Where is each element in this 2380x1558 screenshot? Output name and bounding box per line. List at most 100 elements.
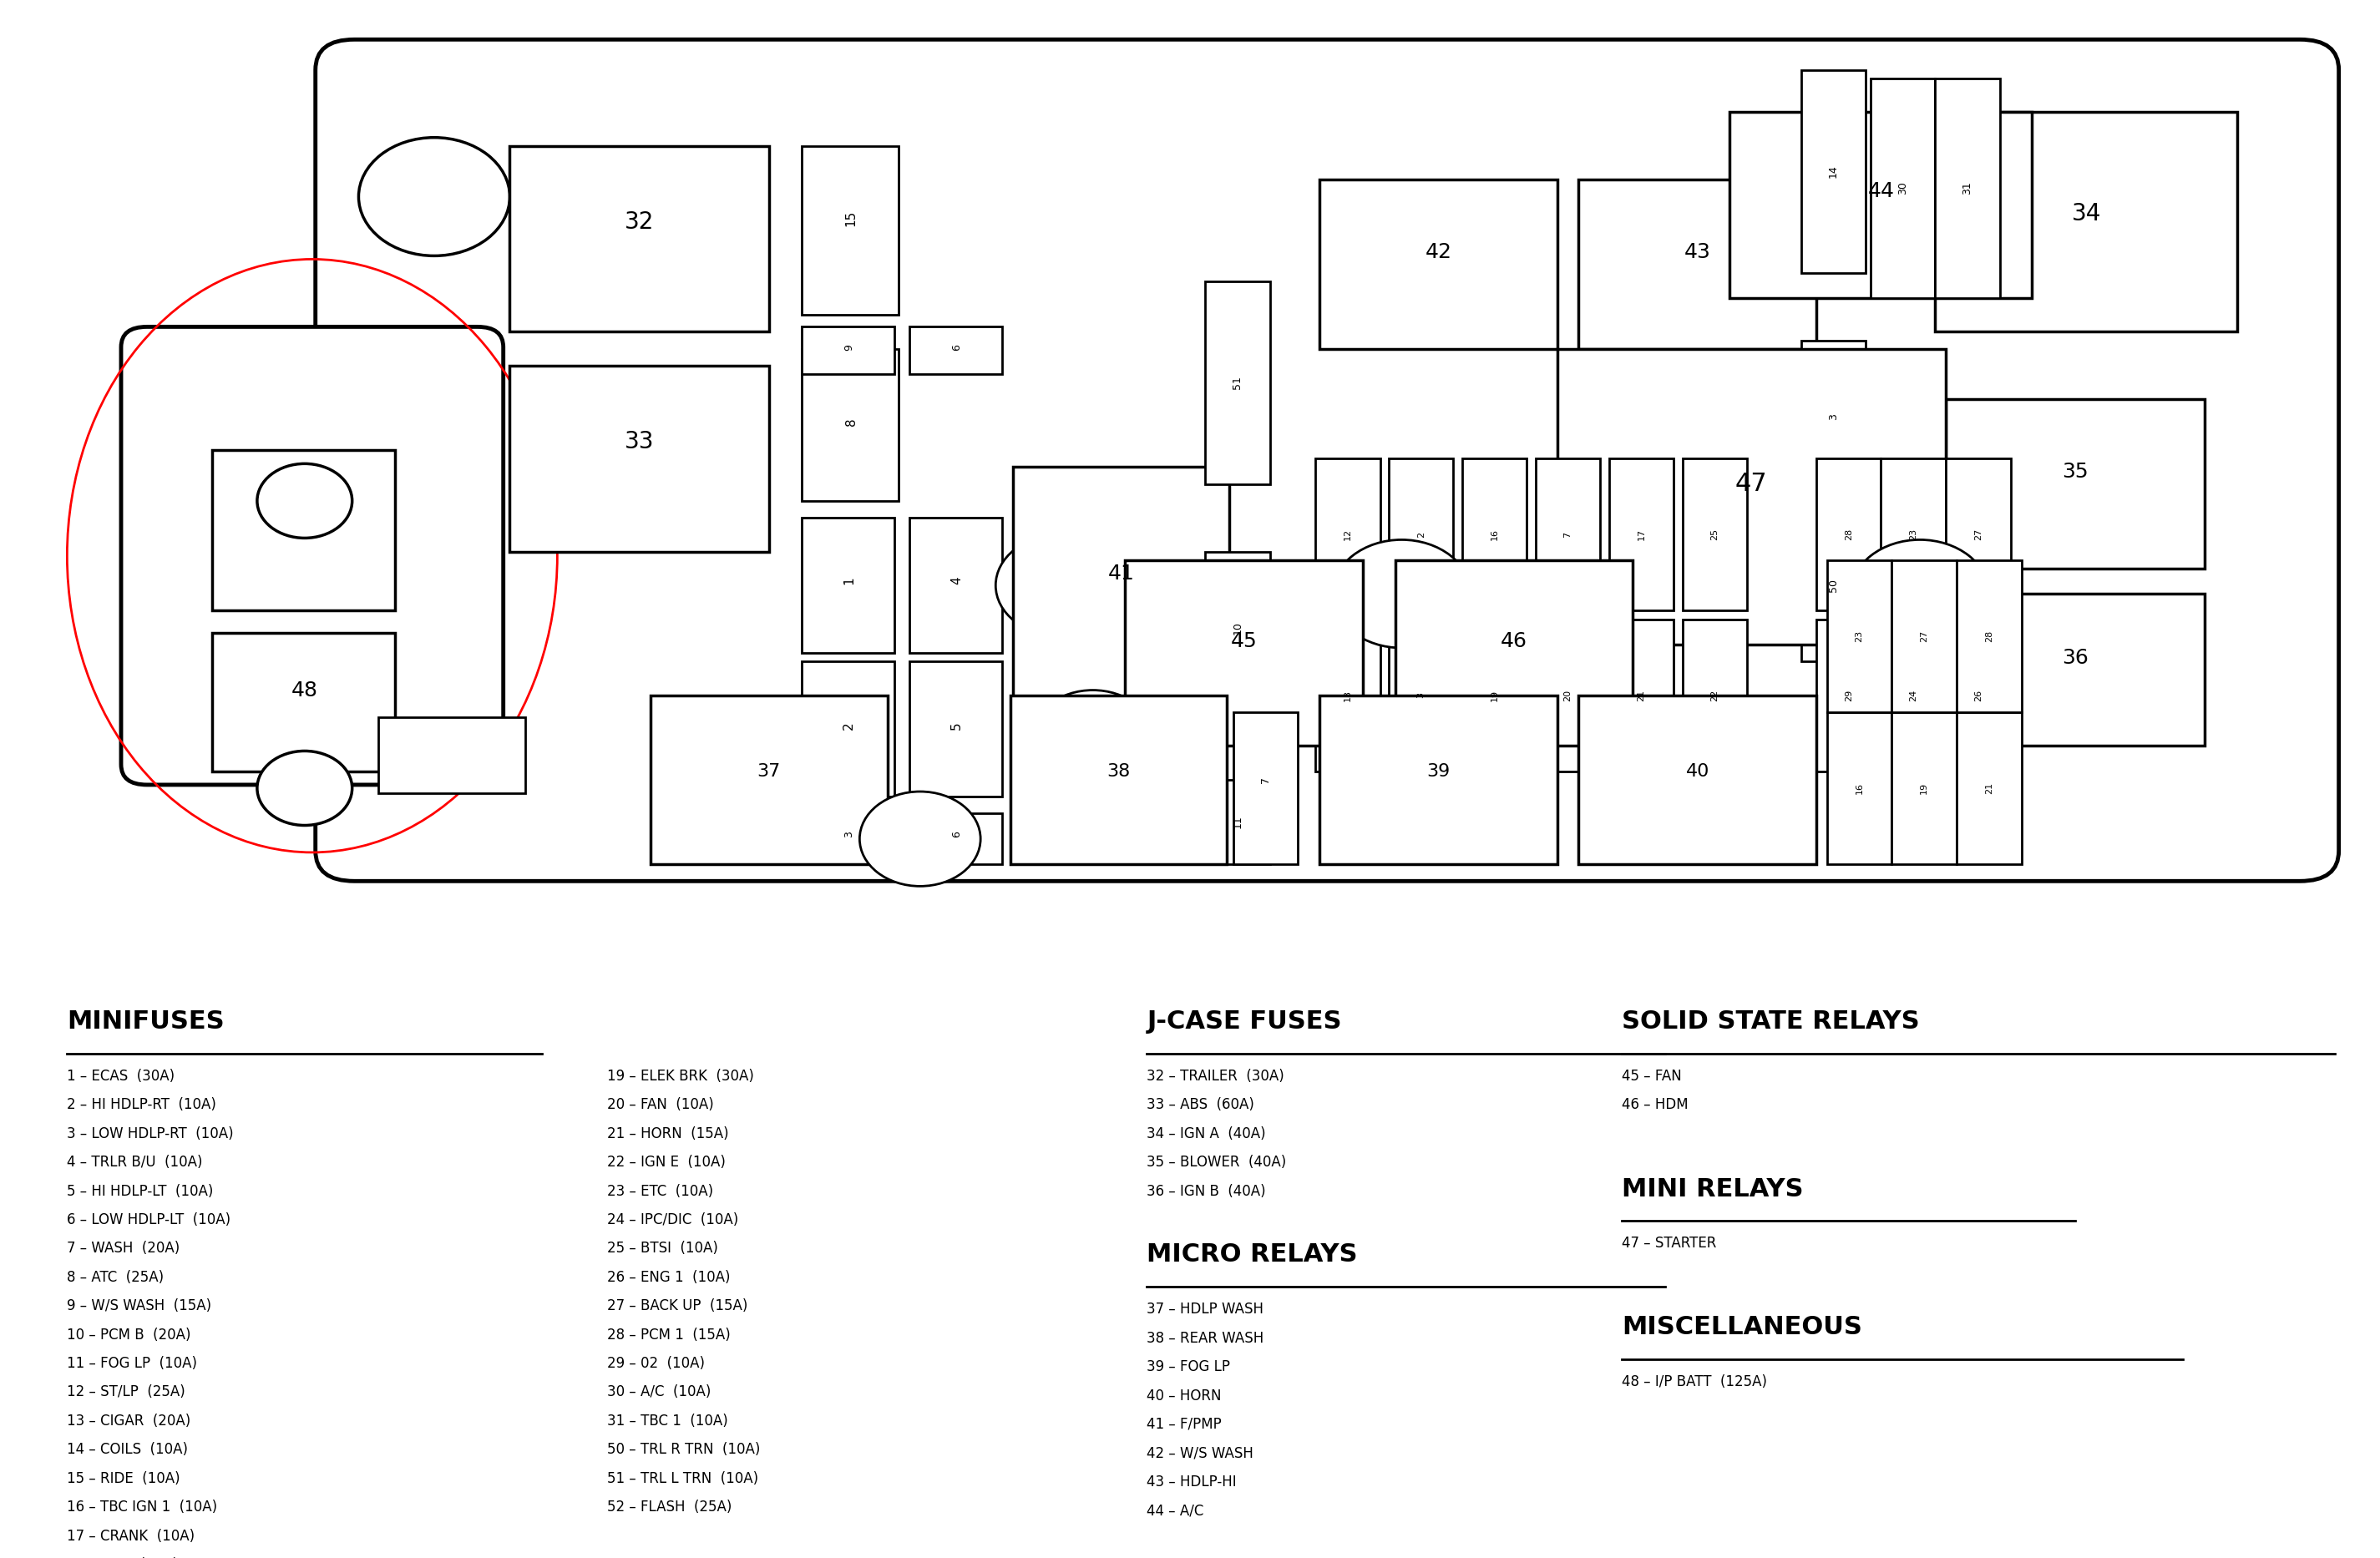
Text: 21: 21 [1985,782,1992,795]
Text: J-CASE FUSES: J-CASE FUSES [1147,1010,1342,1035]
Text: 17: 17 [1637,528,1645,541]
Text: 11: 11 [1233,815,1242,829]
Bar [1828,712,1892,865]
Bar [509,146,769,332]
Text: 31: 31 [1961,182,1973,195]
Text: 21: 21 [1637,689,1645,701]
Text: 35 – BLOWER  (40A): 35 – BLOWER (40A) [1147,1154,1288,1170]
Text: 38: 38 [1107,763,1130,779]
Text: 20 – FAN  (10A): 20 – FAN (10A) [607,1097,714,1112]
Text: 6 – LOW HDLP-LT  (10A): 6 – LOW HDLP-LT (10A) [67,1212,231,1228]
Bar [1802,340,1866,492]
Text: 14 – COILS  (10A): 14 – COILS (10A) [67,1443,188,1457]
Bar [1956,712,2021,865]
Text: 31 – TBC 1  (10A): 31 – TBC 1 (10A) [607,1413,728,1429]
Text: 10: 10 [1233,622,1242,634]
Circle shape [995,534,1126,636]
Text: 21 – HORN  (15A): 21 – HORN (15A) [607,1126,728,1140]
Bar [1683,619,1747,771]
Text: 11 – FOG LP  (10A): 11 – FOG LP (10A) [67,1355,198,1371]
Bar [802,517,895,653]
Bar [650,695,888,865]
Circle shape [1033,690,1154,785]
Bar [1316,619,1380,771]
Bar [802,349,900,500]
Bar [1947,594,2204,746]
Bar [802,327,895,374]
Bar [1578,179,1816,349]
Text: 50: 50 [1828,578,1840,592]
Text: 51: 51 [1233,375,1242,390]
Bar [1892,712,1956,865]
Text: 22: 22 [1711,689,1718,701]
Bar [1126,559,1364,746]
FancyBboxPatch shape [317,39,2340,882]
Text: 28: 28 [1985,629,1992,642]
Bar [1461,458,1528,611]
Text: 20: 20 [1564,689,1573,701]
Bar [1880,458,1947,611]
Text: 3: 3 [1828,413,1840,419]
Bar [909,662,1002,796]
Text: 1 – ECAS  (30A): 1 – ECAS (30A) [67,1069,176,1084]
Text: 43 – HDLP-HI: 43 – HDLP-HI [1147,1474,1238,1489]
Text: 23 – ETC  (10A): 23 – ETC (10A) [607,1184,714,1198]
Text: 16: 16 [1856,782,1864,795]
Text: 24: 24 [1909,689,1918,701]
Text: 46 – HDM: 46 – HDM [1621,1097,1687,1112]
Text: 6: 6 [952,830,962,837]
Bar [802,146,900,315]
Text: 24 – IPC/DIC  (10A): 24 – IPC/DIC (10A) [607,1212,738,1228]
Circle shape [257,464,352,538]
Text: 36: 36 [2061,648,2090,668]
Text: 15 – RIDE  (10A): 15 – RIDE (10A) [67,1471,181,1486]
Text: 4 – TRLR B/U  (10A): 4 – TRLR B/U (10A) [67,1154,202,1170]
Text: 22 – IGN E  (10A): 22 – IGN E (10A) [607,1154,726,1170]
Bar [802,813,895,865]
FancyBboxPatch shape [121,327,502,785]
Bar [1956,559,2021,712]
Text: 5 – HI HDLP-LT  (10A): 5 – HI HDLP-LT (10A) [67,1184,214,1198]
Text: 28: 28 [1844,528,1852,541]
Bar [1935,112,2237,332]
Text: 25: 25 [1711,528,1718,541]
Text: 26: 26 [1973,689,1983,701]
Bar [1802,509,1866,662]
Text: 29: 29 [1844,689,1852,701]
Text: 7: 7 [1564,531,1573,538]
Bar [1461,619,1528,771]
Bar [1319,695,1557,865]
Bar [378,717,526,793]
Text: 19 – ELEK BRK  (30A): 19 – ELEK BRK (30A) [607,1069,754,1084]
Bar [1395,559,1633,746]
Text: 8: 8 [845,418,857,425]
Text: 27 – BACK UP  (15A): 27 – BACK UP (15A) [607,1298,747,1313]
Text: 32 – TRAILER  (30A): 32 – TRAILER (30A) [1147,1069,1285,1084]
Text: 19: 19 [1921,782,1928,795]
Bar [1947,399,2204,569]
Text: 3: 3 [1416,692,1426,698]
Text: 45 – FAN: 45 – FAN [1621,1069,1683,1084]
Text: 27: 27 [1973,528,1983,541]
Bar [909,813,1002,865]
Text: 42: 42 [1426,243,1452,262]
Bar [1802,70,1866,273]
Bar [1535,619,1599,771]
Bar [212,450,395,611]
Bar [1319,179,1557,349]
Text: 12: 12 [1342,528,1352,541]
Text: 7: 7 [1259,776,1271,784]
Circle shape [859,791,981,887]
Bar [1730,112,2033,298]
Text: 23: 23 [1909,528,1918,541]
Text: 6: 6 [952,344,962,351]
Text: 15: 15 [845,210,857,226]
Text: 51 – TRL L TRN  (10A): 51 – TRL L TRN (10A) [607,1471,759,1486]
Text: 48 – I/P BATT  (125A): 48 – I/P BATT (125A) [1621,1374,1768,1390]
Bar [1609,619,1673,771]
Text: 13: 13 [1342,689,1352,701]
Bar [909,327,1002,374]
Text: 39: 39 [1426,763,1449,779]
Text: 33: 33 [624,430,655,453]
Bar [1947,458,2011,611]
